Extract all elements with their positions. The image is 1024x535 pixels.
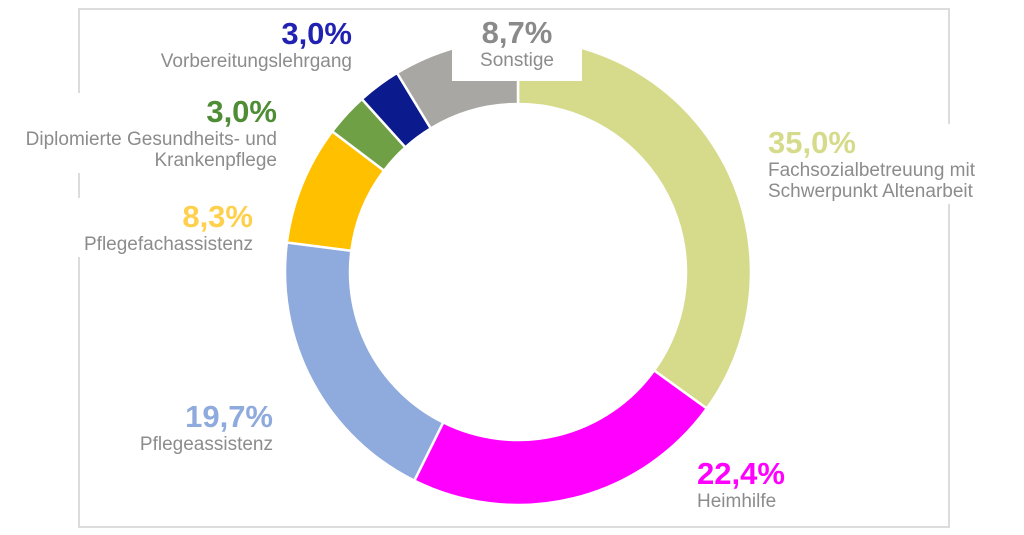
category-name: Diplomierte Gesundheits- und	[25, 129, 277, 150]
percent-value: 3,0%	[281, 16, 352, 51]
donut-slice-heimhilfe	[412, 368, 709, 507]
percent-value: 35,0%	[768, 125, 856, 160]
label-heimhilfe: 22,4% Heimhilfe	[691, 455, 791, 514]
percent-value: 22,4%	[697, 456, 785, 491]
donut-slice-fachsozialbetreuung-mit-schwerpunkt-altenarbeit	[516, 37, 753, 411]
category-name: Pflegefachassistenz	[84, 234, 253, 255]
label-diplomierte-gesundheits-und-krankenpflege: 3,0% Diplomierte Gesundheits- und Kranke…	[18, 93, 283, 173]
category-name: Schwerpunkt Altenarbeit	[768, 181, 973, 202]
category-name: Krankenpflege	[154, 150, 277, 171]
category-name: Heimhilfe	[697, 491, 777, 512]
category-name: Vorbereitungslehrgang	[160, 51, 352, 72]
label-sonstige: 8,7% Sonstige	[452, 12, 582, 81]
label-vorbereitungslehrgang: 3,0% Vorbereitungslehrgang	[150, 15, 358, 74]
percent-value: 8,3%	[182, 199, 253, 234]
percent-value: 3,0%	[206, 94, 277, 129]
label-fachsozialbetreuung: 35,0% Fachsozialbetreuung mit Schwerpunk…	[762, 124, 988, 204]
label-pflegefachassistenz: 8,3% Pflegefachassistenz	[48, 198, 259, 257]
category-name: Fachsozialbetreuung mit	[768, 160, 975, 181]
label-pflegeassistenz: 19,7% Pflegeassistenz	[128, 398, 279, 457]
donut-chart	[283, 37, 753, 507]
percent-value: 8,7%	[481, 15, 553, 50]
percent-value: 19,7%	[185, 399, 273, 434]
donut-slice-pflegeassistenz	[283, 241, 445, 483]
category-name: Sonstige	[480, 50, 554, 71]
category-name: Pflegeassistenz	[139, 434, 273, 455]
